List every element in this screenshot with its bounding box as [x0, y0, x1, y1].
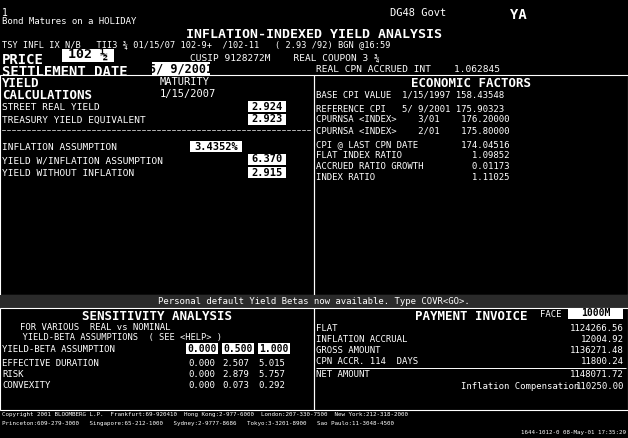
Text: CPURNSA <INDEX>    3/01    176.20000: CPURNSA <INDEX> 3/01 176.20000 [316, 115, 509, 124]
Text: 1: 1 [2, 8, 8, 18]
Text: CPURNSA <INDEX>    2/01    175.80000: CPURNSA <INDEX> 2/01 175.80000 [316, 126, 509, 135]
Bar [248, 101, 286, 112]
Text: 110250.00: 110250.00 [576, 382, 624, 391]
Text: 102 ½: 102 ½ [68, 49, 108, 62]
Text: SETTLEMENT DATE: SETTLEMENT DATE [2, 65, 127, 79]
Text: 2.923: 2.923 [251, 114, 283, 124]
Text: TREASURY YIELD EQUIVALENT: TREASURY YIELD EQUIVALENT [2, 116, 146, 125]
Text: EFFECTIVE DURATION: EFFECTIVE DURATION [2, 359, 99, 368]
Text: Inflation Compensation: Inflation Compensation [461, 382, 579, 391]
Bar [190, 141, 242, 152]
Text: 11800.24: 11800.24 [581, 357, 624, 366]
Text: REFERENCE CPI   5/ 9/2001 175.90323: REFERENCE CPI 5/ 9/2001 175.90323 [316, 104, 504, 113]
Bar [186, 343, 218, 354]
Text: 1/15/2007: 1/15/2007 [160, 89, 216, 99]
Text: CALCULATIONS: CALCULATIONS [2, 89, 92, 102]
Text: 2.915: 2.915 [251, 167, 283, 177]
Bar [152, 62, 210, 75]
Text: 2.507: 2.507 [222, 359, 249, 368]
Text: 2.924: 2.924 [251, 102, 283, 112]
Text: CPI @ LAST CPN DATE        174.04516: CPI @ LAST CPN DATE 174.04516 [316, 140, 509, 149]
Text: Copyright 2001 BLOOMBERG L.P.  Frankfurt:69-920410  Hong Kong:2-977-6000  London: Copyright 2001 BLOOMBERG L.P. Frankfurt:… [2, 412, 408, 417]
Bar [222, 343, 254, 354]
Text: 1.000: 1.000 [259, 343, 289, 353]
Text: ACCRUED RATIO GROWTH         0.01173: ACCRUED RATIO GROWTH 0.01173 [316, 162, 509, 171]
Bar [0, 308, 314, 410]
Text: YIELD-BETA ASSUMPTIONS  ( SEE <HELP> ): YIELD-BETA ASSUMPTIONS ( SEE <HELP> ) [12, 333, 222, 342]
Text: 5.757: 5.757 [258, 370, 285, 379]
Text: CPN ACCR. 114  DAYS: CPN ACCR. 114 DAYS [316, 357, 418, 366]
Text: 1000M: 1000M [581, 308, 610, 318]
Bar [0, 295, 628, 308]
Text: 5/ 9/2001: 5/ 9/2001 [149, 62, 213, 75]
Text: PAYMENT INVOICE: PAYMENT INVOICE [414, 310, 528, 323]
Text: 0.073: 0.073 [222, 381, 249, 390]
Text: 5.015: 5.015 [258, 359, 285, 368]
Text: FOR VARIOUS  REAL vs NOMINAL: FOR VARIOUS REAL vs NOMINAL [20, 323, 170, 332]
Bar [62, 49, 114, 62]
Text: DG48 Govt: DG48 Govt [390, 8, 447, 18]
Bar [248, 154, 286, 165]
Text: YIELD WITHOUT INFLATION: YIELD WITHOUT INFLATION [2, 169, 134, 178]
Text: 0.292: 0.292 [258, 381, 285, 390]
Text: YIELD W/INFLATION ASSUMPTION: YIELD W/INFLATION ASSUMPTION [2, 156, 163, 165]
Text: 0.000: 0.000 [188, 359, 215, 368]
Bar [568, 308, 623, 319]
Text: 6.370: 6.370 [251, 155, 283, 165]
Text: RISK: RISK [2, 370, 23, 379]
Text: MATURITY: MATURITY [160, 77, 210, 87]
Text: GROSS AMOUNT: GROSS AMOUNT [316, 346, 381, 355]
Text: STREET REAL YIELD: STREET REAL YIELD [2, 103, 100, 112]
Text: 12004.92: 12004.92 [581, 335, 624, 344]
Text: YIELD: YIELD [2, 77, 40, 90]
Text: 0.000: 0.000 [188, 381, 215, 390]
Text: PRICE: PRICE [2, 53, 44, 67]
Text: 0.500: 0.500 [224, 343, 252, 353]
Text: INFLATION ACCRUAL: INFLATION ACCRUAL [316, 335, 408, 344]
Text: TSY INFL IX N/B   TII3 ¾ 01/15/07 102-9+  /102-11   ( 2.93 /92) BGN @16:59: TSY INFL IX N/B TII3 ¾ 01/15/07 102-9+ /… [2, 40, 391, 49]
Bar [314, 308, 628, 410]
Text: 1148071.72: 1148071.72 [570, 370, 624, 379]
Text: BASE CPI VALUE  1/15/1997 158.43548: BASE CPI VALUE 1/15/1997 158.43548 [316, 90, 504, 99]
Text: 0.000: 0.000 [187, 343, 217, 353]
Text: ECONOMIC FACTORS: ECONOMIC FACTORS [411, 77, 531, 90]
Text: Personal default Yield Betas now available. Type COVR<GO>.: Personal default Yield Betas now availab… [158, 297, 470, 306]
Text: 1644-1012-0 08-May-01 17:35:29: 1644-1012-0 08-May-01 17:35:29 [521, 430, 626, 435]
Bar [258, 343, 290, 354]
Bar [248, 167, 286, 178]
Text: YIELD-BETA ASSUMPTION: YIELD-BETA ASSUMPTION [2, 345, 115, 354]
Text: FLAT INDEX RATIO             1.09852: FLAT INDEX RATIO 1.09852 [316, 151, 509, 160]
Text: CONVEXITY: CONVEXITY [2, 381, 50, 390]
Text: Princeton:609-279-3000   Singapore:65-212-1000   Sydney:2-9777-8686   Tokyo:3-32: Princeton:609-279-3000 Singapore:65-212-… [2, 421, 394, 426]
Bar [314, 75, 628, 295]
Text: REAL CPN ACCRUED INT    1.062845: REAL CPN ACCRUED INT 1.062845 [316, 65, 500, 74]
Text: Bond Matures on a HOLIDAY: Bond Matures on a HOLIDAY [2, 17, 136, 26]
Bar [248, 114, 286, 125]
Text: YA: YA [510, 8, 527, 22]
Bar [0, 75, 314, 295]
Text: 1136271.48: 1136271.48 [570, 346, 624, 355]
Text: CUSIP 9128272M    REAL COUPON 3 ¾: CUSIP 9128272M REAL COUPON 3 ¾ [190, 53, 380, 62]
Text: 2.879: 2.879 [222, 370, 249, 379]
Text: FLAT: FLAT [316, 324, 337, 333]
Text: INFLATION ASSUMPTION: INFLATION ASSUMPTION [2, 143, 117, 152]
Text: 3.4352%: 3.4352% [194, 141, 238, 152]
Text: 1124266.56: 1124266.56 [570, 324, 624, 333]
Text: INFLATION-INDEXED YIELD ANALYSIS: INFLATION-INDEXED YIELD ANALYSIS [186, 28, 442, 41]
Text: 0.000: 0.000 [188, 370, 215, 379]
Text: SENSITIVITY ANALYSIS: SENSITIVITY ANALYSIS [82, 310, 232, 323]
Text: FACE: FACE [540, 310, 561, 319]
Text: INDEX RATIO                  1.11025: INDEX RATIO 1.11025 [316, 173, 509, 182]
Text: NET AMOUNT: NET AMOUNT [316, 370, 370, 379]
